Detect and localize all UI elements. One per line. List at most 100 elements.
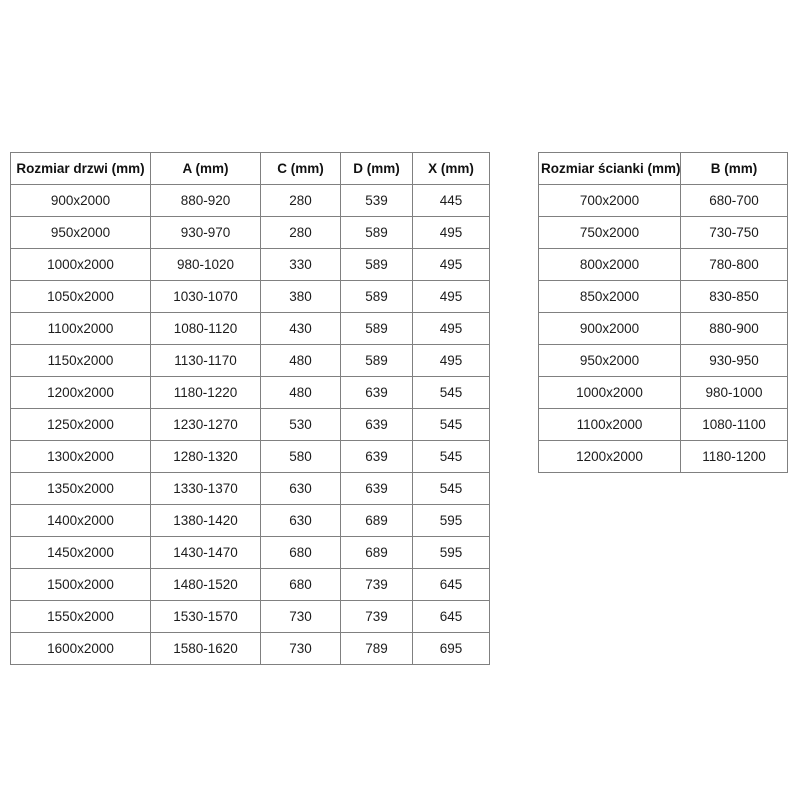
cell-wall-size: 900x2000: [538, 312, 681, 345]
cell-x: 595: [412, 504, 490, 537]
cell-b: 880-900: [680, 312, 788, 345]
cell-a: 1030-1070: [150, 280, 261, 313]
cell-a: 1530-1570: [150, 600, 261, 633]
table-row: 700x2000 680-700: [538, 184, 788, 217]
cell-door-size: 1400x2000: [10, 504, 151, 537]
cell-wall-size: 950x2000: [538, 344, 681, 377]
cell-a: 1330-1370: [150, 472, 261, 505]
cell-door-size: 1450x2000: [10, 536, 151, 569]
cell-b: 980-1000: [680, 376, 788, 409]
cell-d: 689: [340, 504, 413, 537]
door-size-table: Rozmiar drzwi (mm) A (mm) C (mm) D (mm) …: [10, 152, 490, 665]
cell-x: 495: [412, 248, 490, 281]
cell-a: 1180-1220: [150, 376, 261, 409]
table-row: 950x2000 930-970 280 589 495: [10, 216, 490, 249]
table-row: 1100x2000 1080-1100: [538, 408, 788, 441]
cell-a: 1130-1170: [150, 344, 261, 377]
cell-x: 495: [412, 312, 490, 345]
table-row: 1000x2000 980-1000: [538, 376, 788, 409]
table-row: 800x2000 780-800: [538, 248, 788, 281]
table-row: 1400x2000 1380-1420 630 689 595: [10, 504, 490, 537]
cell-d: 589: [340, 248, 413, 281]
wall-panel-size-table: Rozmiar ścianki (mm) B (mm) 700x2000 680…: [538, 152, 788, 473]
cell-x: 445: [412, 184, 490, 217]
column-header-c: C (mm): [260, 152, 341, 185]
table-row: 900x2000 880-920 280 539 445: [10, 184, 490, 217]
cell-d: 739: [340, 600, 413, 633]
cell-c: 680: [260, 536, 341, 569]
cell-x: 545: [412, 440, 490, 473]
cell-c: 480: [260, 344, 341, 377]
column-header-d: D (mm): [340, 152, 413, 185]
table-row: 850x2000 830-850: [538, 280, 788, 313]
cell-d: 639: [340, 440, 413, 473]
cell-wall-size: 1200x2000: [538, 440, 681, 473]
cell-x: 645: [412, 568, 490, 601]
table-row: 1100x2000 1080-1120 430 589 495: [10, 312, 490, 345]
cell-wall-size: 1000x2000: [538, 376, 681, 409]
cell-door-size: 1250x2000: [10, 408, 151, 441]
cell-x: 545: [412, 408, 490, 441]
cell-x: 545: [412, 376, 490, 409]
table-row: 1600x2000 1580-1620 730 789 695: [10, 632, 490, 665]
cell-a: 930-970: [150, 216, 261, 249]
cell-x: 495: [412, 216, 490, 249]
table-row: 1350x2000 1330-1370 630 639 545: [10, 472, 490, 505]
cell-door-size: 1550x2000: [10, 600, 151, 633]
cell-d: 789: [340, 632, 413, 665]
table-row: 1300x2000 1280-1320 580 639 545: [10, 440, 490, 473]
table-row: 1200x2000 1180-1200: [538, 440, 788, 473]
cell-c: 730: [260, 632, 341, 665]
cell-a: 1580-1620: [150, 632, 261, 665]
cell-door-size: 1150x2000: [10, 344, 151, 377]
cell-d: 689: [340, 536, 413, 569]
table-row: 1500x2000 1480-1520 680 739 645: [10, 568, 490, 601]
table-header-row: Rozmiar ścianki (mm) B (mm): [538, 152, 788, 185]
cell-door-size: 1050x2000: [10, 280, 151, 313]
cell-wall-size: 800x2000: [538, 248, 681, 281]
cell-b: 780-800: [680, 248, 788, 281]
cell-x: 595: [412, 536, 490, 569]
wall-panel-size-table-header: Rozmiar ścianki (mm) B (mm): [538, 152, 788, 185]
table-row: 900x2000 880-900: [538, 312, 788, 345]
table-row: 1050x2000 1030-1070 380 589 495: [10, 280, 490, 313]
cell-c: 730: [260, 600, 341, 633]
cell-x: 695: [412, 632, 490, 665]
cell-a: 1430-1470: [150, 536, 261, 569]
cell-door-size: 1200x2000: [10, 376, 151, 409]
table-row: 950x2000 930-950: [538, 344, 788, 377]
cell-wall-size: 700x2000: [538, 184, 681, 217]
cell-x: 495: [412, 344, 490, 377]
cell-b: 1080-1100: [680, 408, 788, 441]
cell-d: 589: [340, 216, 413, 249]
cell-b: 830-850: [680, 280, 788, 313]
cell-door-size: 1100x2000: [10, 312, 151, 345]
cell-d: 539: [340, 184, 413, 217]
cell-door-size: 950x2000: [10, 216, 151, 249]
door-size-table-container: Rozmiar drzwi (mm) A (mm) C (mm) D (mm) …: [10, 152, 490, 665]
column-header-door-size: Rozmiar drzwi (mm): [10, 152, 151, 185]
cell-door-size: 1350x2000: [10, 472, 151, 505]
cell-c: 280: [260, 184, 341, 217]
cell-door-size: 1000x2000: [10, 248, 151, 281]
cell-c: 280: [260, 216, 341, 249]
cell-d: 589: [340, 344, 413, 377]
cell-c: 630: [260, 504, 341, 537]
cell-wall-size: 750x2000: [538, 216, 681, 249]
cell-x: 645: [412, 600, 490, 633]
cell-d: 639: [340, 376, 413, 409]
cell-a: 980-1020: [150, 248, 261, 281]
cell-a: 1280-1320: [150, 440, 261, 473]
cell-b: 1180-1200: [680, 440, 788, 473]
cell-a: 1480-1520: [150, 568, 261, 601]
cell-d: 589: [340, 280, 413, 313]
cell-a: 1080-1120: [150, 312, 261, 345]
cell-door-size: 900x2000: [10, 184, 151, 217]
cell-c: 430: [260, 312, 341, 345]
cell-door-size: 1300x2000: [10, 440, 151, 473]
cell-b: 930-950: [680, 344, 788, 377]
cell-d: 739: [340, 568, 413, 601]
wall-panel-size-table-container: Rozmiar ścianki (mm) B (mm) 700x2000 680…: [538, 152, 788, 473]
cell-wall-size: 1100x2000: [538, 408, 681, 441]
cell-wall-size: 850x2000: [538, 280, 681, 313]
